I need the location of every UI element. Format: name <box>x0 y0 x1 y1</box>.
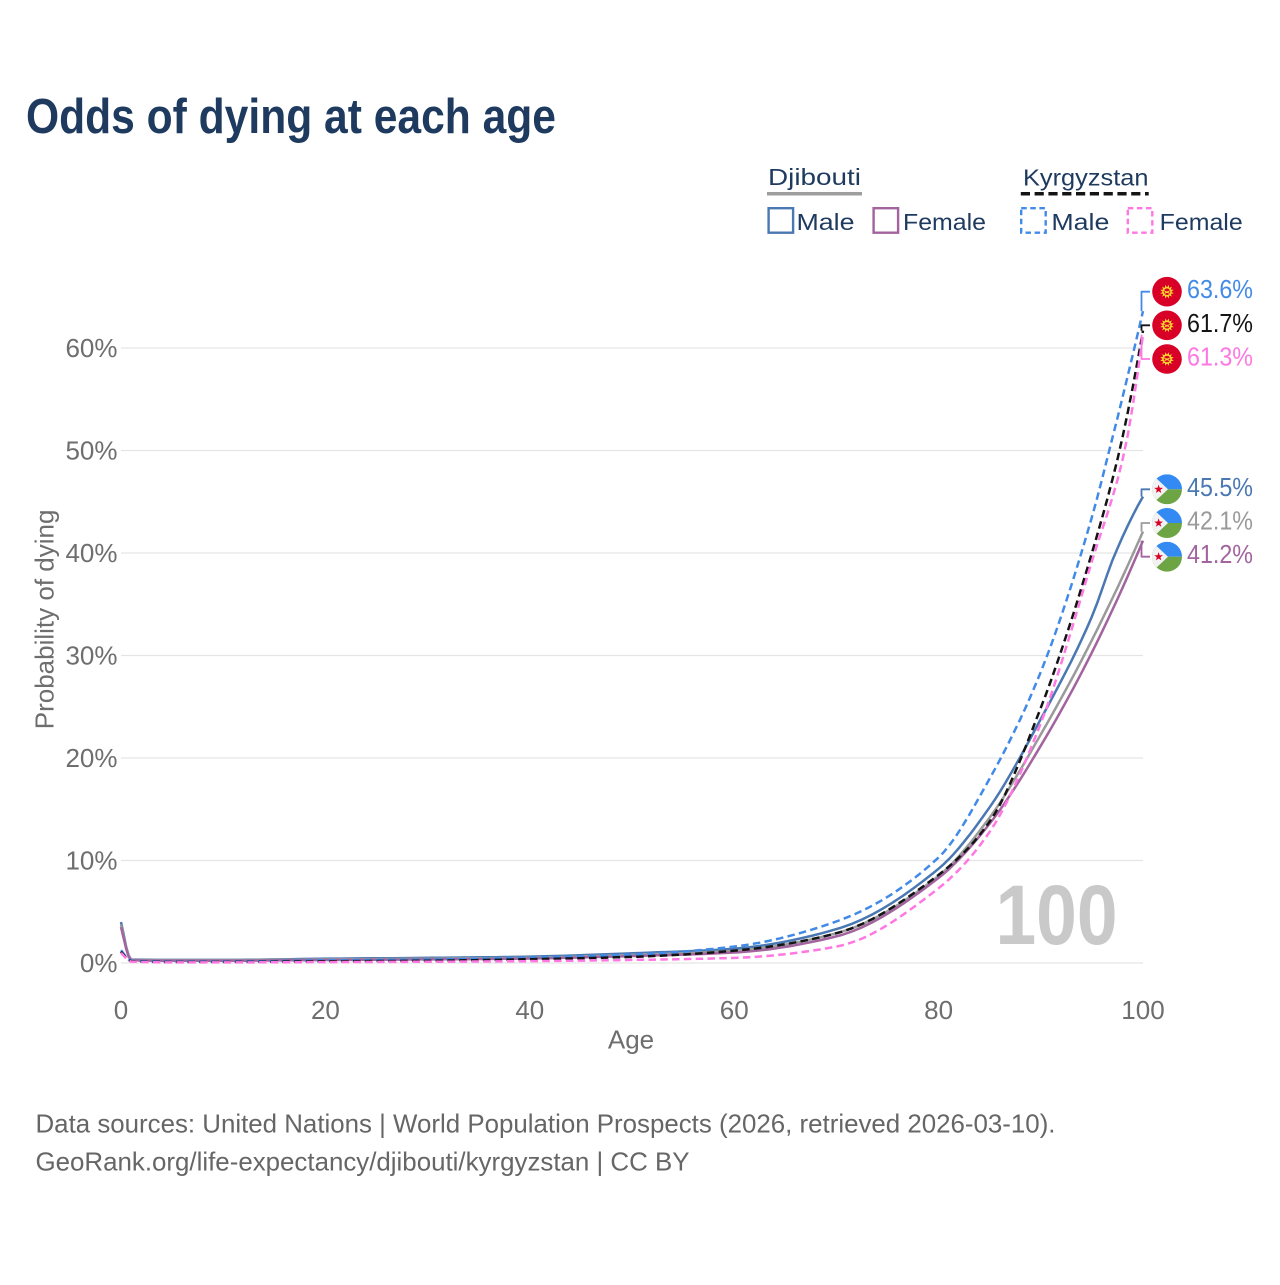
svg-text:Female: Female <box>1160 209 1243 235</box>
svg-text:100: 100 <box>996 868 1118 962</box>
svg-text:0: 0 <box>114 995 128 1025</box>
svg-text:Male: Male <box>797 209 855 235</box>
svg-text:63.6%: 63.6% <box>1187 274 1253 304</box>
svg-text:Data sources: United Nations |: Data sources: United Nations | World Pop… <box>36 1109 1056 1139</box>
svg-text:Female: Female <box>903 209 986 235</box>
svg-text:42.1%: 42.1% <box>1187 506 1253 536</box>
svg-text:Kyrgyzstan: Kyrgyzstan <box>1023 165 1149 191</box>
svg-text:80: 80 <box>924 995 953 1025</box>
svg-text:100: 100 <box>1121 995 1164 1025</box>
svg-text:60: 60 <box>720 995 749 1025</box>
svg-text:40: 40 <box>515 995 544 1025</box>
svg-text:30%: 30% <box>65 640 117 670</box>
svg-text:10%: 10% <box>65 845 117 875</box>
svg-text:61.7%: 61.7% <box>1187 308 1253 338</box>
svg-text:Djibouti: Djibouti <box>768 164 861 190</box>
svg-text:GeoRank.org/life-expectancy/dj: GeoRank.org/life-expectancy/djibouti/kyr… <box>36 1147 690 1177</box>
svg-text:0%: 0% <box>80 948 118 978</box>
svg-text:61.3%: 61.3% <box>1187 342 1253 372</box>
svg-text:Odds of dying at each age: Odds of dying at each age <box>26 90 556 144</box>
svg-text:50%: 50% <box>65 435 117 465</box>
svg-text:60%: 60% <box>65 333 117 363</box>
svg-text:20: 20 <box>311 995 340 1025</box>
svg-text:20%: 20% <box>65 743 117 773</box>
svg-text:41.2%: 41.2% <box>1187 539 1253 569</box>
svg-text:40%: 40% <box>65 538 117 568</box>
svg-text:Age: Age <box>608 1025 654 1055</box>
svg-text:Male: Male <box>1051 209 1109 235</box>
svg-text:45.5%: 45.5% <box>1187 472 1253 502</box>
svg-text:Probability of dying: Probability of dying <box>29 510 59 730</box>
